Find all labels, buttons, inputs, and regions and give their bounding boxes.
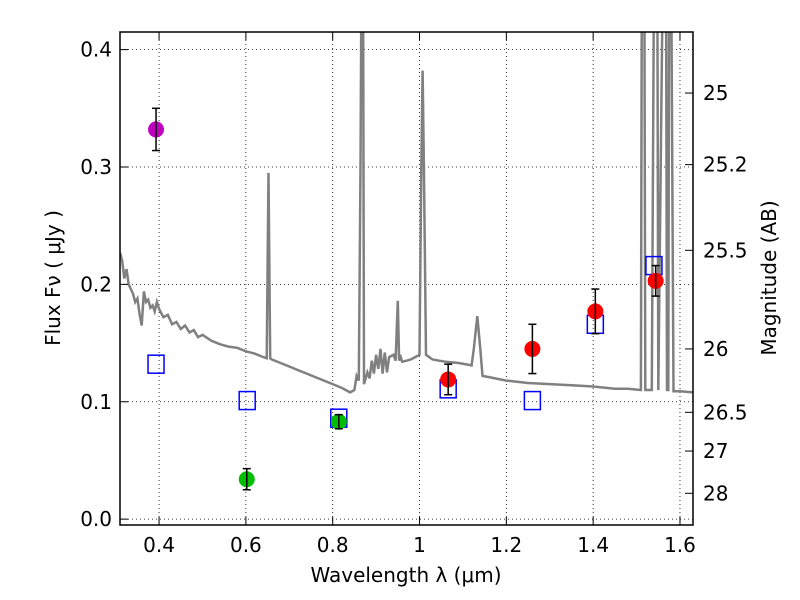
right-tick-label: 25.5	[703, 238, 748, 262]
grid-lines	[120, 32, 693, 525]
right-tick-label: 25.2	[703, 153, 748, 177]
y-tick-label: 0.0	[80, 507, 112, 531]
y-axis-ticks: 0.0 0.1 0.2 0.3 0.4	[80, 38, 128, 531]
model-flux-square	[523, 390, 542, 411]
model-spectrum	[120, 32, 693, 394]
model-flux-points	[147, 255, 663, 428]
y-tick-label: 0.1	[80, 390, 112, 414]
y-tick-label: 0.2	[80, 272, 112, 296]
right-tick-label: 26	[703, 337, 728, 361]
right-tick-label: 25	[703, 81, 728, 105]
x-tick-label: 1.4	[577, 533, 609, 557]
right-axis-label: Magnitude (AB)	[757, 200, 781, 355]
right-axis-ticks: 25 25.2 25.5 26 26.5 27 28	[685, 81, 748, 505]
y-tick-label: 0.3	[80, 155, 112, 179]
model-flux-square	[238, 390, 256, 411]
plot-frame	[119, 31, 694, 526]
y-tick-label: 0.4	[80, 38, 112, 62]
model-flux-square	[147, 354, 165, 374]
right-tick-label: 26.5	[703, 400, 748, 424]
right-tick-label: 27	[703, 439, 728, 463]
observed-flux-points	[148, 107, 664, 491]
x-tick-label: 1.6	[664, 533, 696, 557]
x-tick-label: 0.8	[317, 533, 349, 557]
model-spectrum-line	[120, 32, 693, 394]
x-axis-ticks: 0.4 0.6 0.8 1 1.2 1.4 1.6	[143, 32, 696, 557]
x-tick-label: 1	[413, 533, 426, 557]
x-axis-label: Wavelength λ (μm)	[310, 563, 501, 587]
x-tick-label: 0.6	[230, 533, 262, 557]
x-tick-label: 0.4	[143, 533, 175, 557]
y-axis-label: Flux Fν ( μJy )	[41, 210, 65, 346]
x-tick-label: 1.2	[490, 533, 522, 557]
right-tick-label: 28	[703, 481, 728, 505]
